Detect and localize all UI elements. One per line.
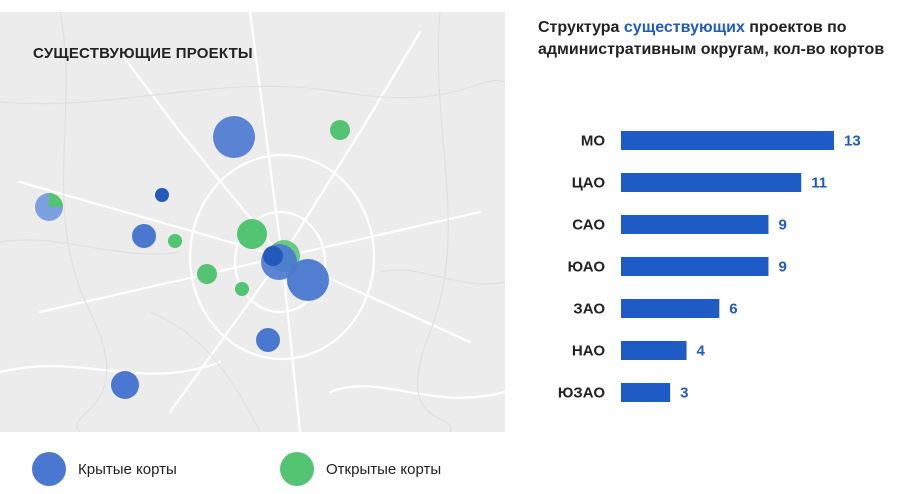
bar (621, 341, 687, 360)
bar (621, 383, 671, 402)
bar (621, 299, 720, 318)
category-label: ЮЗАО (558, 385, 606, 402)
open-court-marker (168, 234, 182, 248)
category-label: САО (572, 217, 605, 234)
chart-title-highlight: существующих (623, 19, 745, 36)
covered-legend-label: Крытые корты (78, 460, 177, 478)
value-label: 3 (680, 385, 688, 402)
open-legend-label: Открытые корты (326, 460, 442, 478)
open-court-marker (49, 193, 63, 207)
map-title: СУЩЕСТВУЮЩИЕ ПРОЕКТЫ (33, 45, 253, 62)
chart-title-part2: проектов по административным округам, ко… (538, 19, 885, 58)
bar (621, 173, 802, 192)
value-label: 6 (729, 301, 737, 318)
category-label: НАО (572, 343, 605, 360)
map-panel: СУЩЕСТВУЮЩИЕ ПРОЕКТЫ (0, 12, 505, 432)
open-court-marker (330, 120, 350, 140)
covered-court-marker (111, 371, 139, 399)
bar (621, 257, 769, 276)
category-label: МО (581, 133, 605, 150)
map-markers (35, 116, 350, 399)
covered-court-marker (287, 259, 329, 301)
map-minor-roads (0, 12, 505, 432)
value-label: 4 (697, 343, 706, 360)
open-court-marker (197, 264, 217, 284)
open-legend-dot (280, 452, 314, 486)
map-svg (0, 12, 505, 432)
value-label: 9 (778, 259, 786, 276)
covered-legend-dot (32, 452, 66, 486)
covered-court-marker (132, 224, 156, 248)
covered-court-marker (155, 188, 169, 202)
chart-title: Структура существующих проектов по админ… (538, 17, 898, 61)
covered-court-marker (213, 116, 255, 158)
category-label: ЦАО (572, 175, 606, 192)
value-label: 11 (811, 175, 827, 192)
bar (621, 131, 834, 150)
open-court-marker (237, 219, 267, 249)
bar (621, 215, 769, 234)
legend-open: Открытые корты (280, 452, 441, 486)
covered-court-marker (256, 328, 280, 352)
category-label: ЗАО (573, 301, 605, 318)
covered-court-marker (263, 246, 283, 266)
value-label: 13 (844, 133, 861, 150)
map-roads (0, 12, 505, 432)
chart-title-part1: Структура (538, 19, 624, 36)
bar-chart: МО 13 ЦАО 11 САО 9 ЮАО 9 ЗАО 6 НАО 4 ЮЗАО 3 (558, 131, 861, 402)
value-label: 9 (778, 217, 786, 234)
open-court-marker (235, 282, 249, 296)
category-label: ЮАО (568, 259, 606, 276)
legend-covered: Крытые корты (32, 452, 177, 486)
